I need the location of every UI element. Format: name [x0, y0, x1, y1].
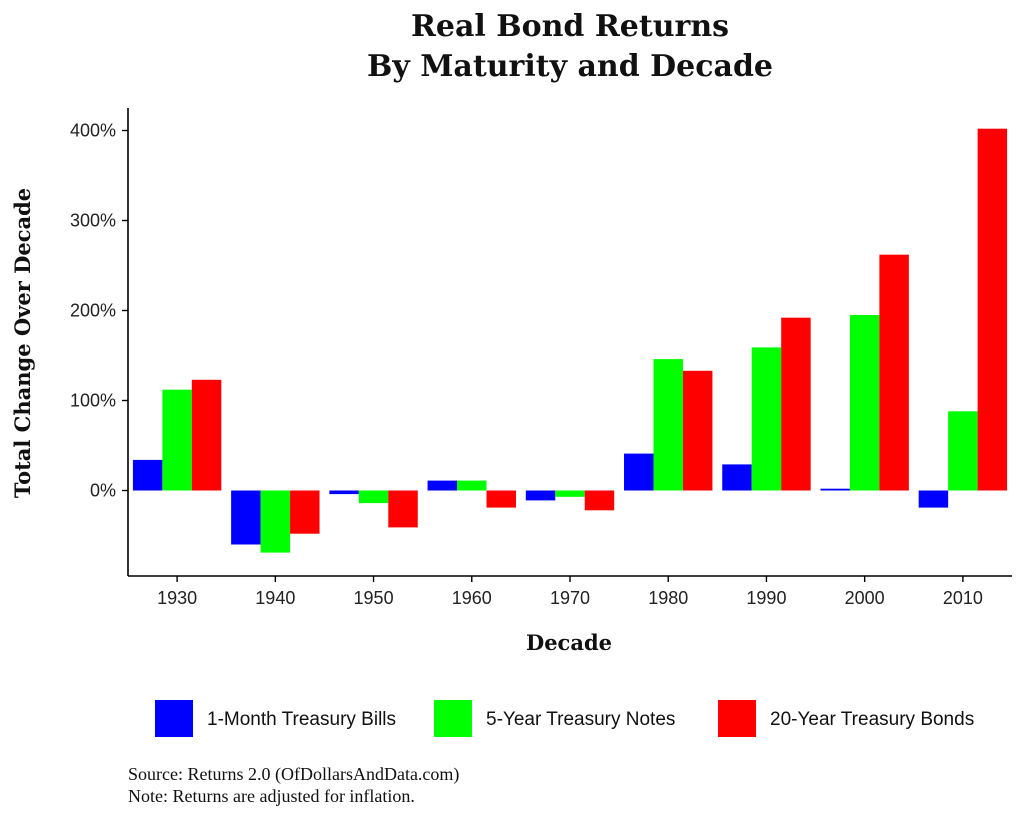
x-tick-label: 1970 — [550, 588, 590, 608]
bar-5-year-treasury-notes-1940 — [260, 490, 291, 553]
bar-1-month-treasury-bills-1960 — [427, 480, 458, 491]
bar-5-year-treasury-notes-1990 — [751, 347, 782, 491]
bar-20-year-treasury-bonds-1980 — [682, 370, 713, 491]
x-tick-label: 1960 — [452, 588, 492, 608]
y-tick-label: 0% — [90, 481, 116, 501]
y-axis: 0% 100% 200% 300% 400% — [70, 108, 129, 576]
bar-20-year-treasury-bonds-2000 — [879, 254, 909, 491]
chart-title-line-1: Real Bond Returns — [411, 9, 729, 44]
bar-1-month-treasury-bills-1930 — [132, 459, 163, 491]
bars-group — [132, 128, 1008, 553]
y-tick-label: 300% — [70, 211, 116, 231]
y-tick-label: 400% — [70, 121, 116, 141]
legend-swatch-1 — [155, 700, 193, 737]
legend-label-1: 1-Month Treasury Bills — [207, 709, 396, 730]
bar-20-year-treasury-bonds-2010 — [977, 128, 1008, 491]
bar-5-year-treasury-notes-2010 — [948, 411, 978, 491]
x-axis: 1930 1940 1950 1960 1970 1980 1990 2000 2010 — [128, 575, 1012, 608]
x-tick-label: 1990 — [746, 588, 786, 608]
note-caption: Note: Returns are adjusted for inflation… — [128, 786, 415, 806]
bar-5-year-treasury-notes-1970 — [555, 490, 585, 497]
bar-1-month-treasury-bills-2000 — [820, 488, 850, 491]
legend: 1-Month Treasury Bills 5-Year Treasury No… — [155, 700, 974, 737]
bar-20-year-treasury-bonds-1970 — [584, 490, 615, 511]
bar-5-year-treasury-notes-1980 — [653, 359, 683, 491]
bar-20-year-treasury-bonds-1960 — [486, 490, 516, 508]
x-tick-label: 1950 — [354, 588, 394, 608]
bar-20-year-treasury-bonds-1940 — [290, 490, 320, 534]
x-tick-label: 2000 — [845, 588, 885, 608]
source-caption: Source: Returns 2.0 (OfDollarsAndData.co… — [128, 764, 459, 785]
bar-1-month-treasury-bills-1950 — [329, 490, 359, 495]
bar-5-year-treasury-notes-1930 — [162, 389, 192, 491]
x-tick-label: 1930 — [157, 588, 197, 608]
bar-1-month-treasury-bills-1980 — [624, 453, 654, 491]
legend-label-3: 20-Year Treasury Bonds — [770, 709, 974, 730]
bar-1-month-treasury-bills-1940 — [231, 490, 261, 545]
x-axis-title: Decade — [526, 630, 612, 655]
bar-5-year-treasury-notes-2000 — [849, 315, 880, 491]
bar-1-month-treasury-bills-2010 — [918, 490, 949, 508]
y-axis-title: Total Change Over Decade — [10, 188, 35, 498]
x-tick-label: 1940 — [255, 588, 295, 608]
bar-5-year-treasury-notes-1960 — [457, 480, 487, 491]
bar-20-year-treasury-bonds-1990 — [781, 317, 811, 491]
bar-5-year-treasury-notes-1950 — [358, 490, 389, 504]
x-tick-label: 1980 — [648, 588, 688, 608]
y-tick-label: 100% — [70, 391, 116, 411]
bar-20-year-treasury-bonds-1950 — [388, 490, 418, 528]
legend-swatch-2 — [434, 700, 472, 737]
legend-label-2: 5-Year Treasury Notes — [486, 709, 675, 730]
chart-title-line-2: By Maturity and Decade — [367, 49, 773, 84]
y-tick-label: 200% — [70, 301, 116, 321]
x-tick-label: 2010 — [943, 588, 983, 608]
legend-swatch-3 — [718, 700, 756, 737]
bar-20-year-treasury-bonds-1930 — [191, 379, 222, 491]
bar-1-month-treasury-bills-1990 — [722, 464, 752, 491]
bar-1-month-treasury-bills-1970 — [525, 490, 556, 501]
